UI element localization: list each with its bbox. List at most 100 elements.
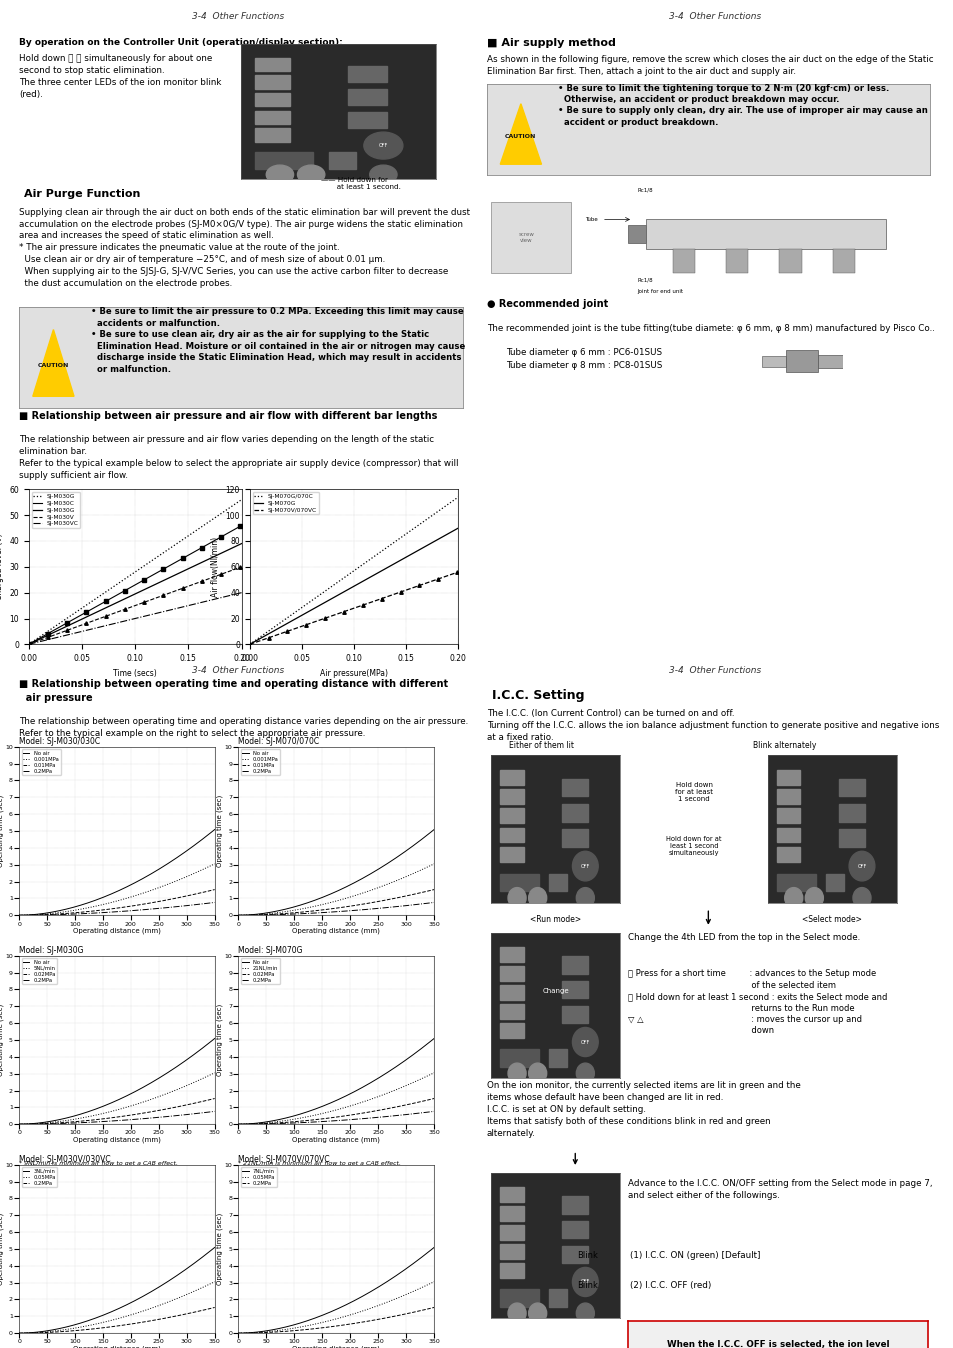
0.02MPa xyxy=(233,1116,245,1132)
0.2MPa xyxy=(13,1116,25,1132)
0.05MPa xyxy=(13,1325,25,1341)
Circle shape xyxy=(804,887,822,909)
SJ-M070G xyxy=(253,632,264,648)
0.2MPa xyxy=(209,1103,220,1119)
SJ-M030G xyxy=(225,541,236,557)
0.2MPa xyxy=(428,894,439,910)
Text: OFF: OFF xyxy=(580,864,589,868)
Bar xyxy=(254,75,290,89)
0.2MPa xyxy=(209,1299,220,1316)
No air xyxy=(209,1030,220,1046)
0.2MPa xyxy=(178,1107,190,1123)
Circle shape xyxy=(528,1304,546,1324)
Text: Model: SJ-M070V/070VC: Model: SJ-M070V/070VC xyxy=(238,1155,330,1163)
Circle shape xyxy=(363,132,402,159)
Text: Model: SJ-M030V/030VC: Model: SJ-M030V/030VC xyxy=(19,1155,111,1163)
Legend: SJ-M070G/070C, SJ-M070G, SJ-M070V/070VC: SJ-M070G/070C, SJ-M070G, SJ-M070V/070VC xyxy=(253,492,318,515)
0.01MPa xyxy=(191,886,202,902)
0.05MPa xyxy=(14,1325,26,1341)
SJ-M030G xyxy=(35,628,47,644)
0.2MPa xyxy=(129,1316,140,1332)
SJ-M030V xyxy=(62,621,73,638)
0.01MPa xyxy=(233,907,244,923)
21NL/min xyxy=(410,1073,421,1089)
Text: Model: SJ-M030G: Model: SJ-M030G xyxy=(19,946,84,954)
7NL/min xyxy=(348,1293,359,1309)
0.05MPa xyxy=(233,1325,245,1341)
X-axis label: Operating distance (mm): Operating distance (mm) xyxy=(292,927,380,934)
0.02MPa xyxy=(13,1116,25,1132)
No air xyxy=(349,1084,360,1100)
Text: When the I.C.C. OFF is selected, the ion level
alarm will not be output correctl: When the I.C.C. OFF is selected, the ion… xyxy=(657,1340,898,1348)
Line: SJ-M030VC: SJ-M030VC xyxy=(29,593,241,644)
SJ-M030G xyxy=(225,499,236,515)
SJ-M070V/070VC xyxy=(452,563,463,580)
Bar xyxy=(561,981,587,999)
7NL/min xyxy=(233,1325,244,1341)
Bar xyxy=(776,874,815,891)
Text: I.C.C. Setting: I.C.C. Setting xyxy=(492,689,584,702)
0.2MPa xyxy=(130,1111,141,1127)
Text: Hold down
for at least
1 second: Hold down for at least 1 second xyxy=(675,782,712,802)
Bar xyxy=(645,220,884,249)
SJ-M030C xyxy=(35,630,47,646)
0.001MPa xyxy=(13,907,25,923)
No air xyxy=(191,1045,202,1061)
SJ-M030VC xyxy=(217,589,229,605)
Text: Change the 4th LED from the top in the Select mode.: Change the 4th LED from the top in the S… xyxy=(627,933,859,942)
0.05MPa xyxy=(410,1282,421,1298)
SJ-M030VC xyxy=(35,634,47,650)
Text: As shown in the following figure, remove the screw which closes the air duct on : As shown in the following figure, remove… xyxy=(486,55,932,77)
7NL/min xyxy=(428,1239,439,1255)
0.001MPa xyxy=(191,864,202,880)
Text: <Run mode>: <Run mode> xyxy=(530,915,580,923)
SJ-M070G/070C xyxy=(256,627,268,643)
0.02MPa xyxy=(129,1107,140,1123)
No air xyxy=(13,907,25,923)
Circle shape xyxy=(848,852,874,882)
SJ-M070V/070VC xyxy=(435,570,446,586)
0.2MPa xyxy=(132,1314,144,1330)
SJ-M070G xyxy=(256,630,268,646)
Text: Model: SJ-M030/030C: Model: SJ-M030/030C xyxy=(19,737,100,745)
0.2MPa xyxy=(14,1116,26,1132)
Line: 0.2MPa: 0.2MPa xyxy=(19,1308,214,1333)
X-axis label: Operating distance (mm): Operating distance (mm) xyxy=(72,1136,161,1143)
0.01MPa xyxy=(178,888,190,905)
Text: <Select mode>: <Select mode> xyxy=(801,915,862,923)
3NL/min xyxy=(13,1325,25,1341)
SJ-M030G xyxy=(235,492,247,508)
Text: Advance to the I.C.C. ON/OFF setting from the Select mode in page 7,
and select : Advance to the I.C.C. ON/OFF setting fro… xyxy=(627,1180,931,1201)
SJ-M030V xyxy=(79,616,91,632)
Bar xyxy=(561,779,587,797)
0.2MPa xyxy=(130,902,141,918)
SJ-M030G xyxy=(62,617,73,634)
Text: The I.C.C. (Ion Current Control) can be turned on and off.
Turning off the I.C.C: The I.C.C. (Ion Current Control) can be … xyxy=(486,709,938,741)
Bar xyxy=(348,112,387,128)
0.05MPa xyxy=(233,1325,244,1341)
Bar xyxy=(254,93,290,106)
Circle shape xyxy=(370,166,396,183)
Text: Either of them lit: Either of them lit xyxy=(508,741,573,751)
7NL/min xyxy=(233,1325,245,1341)
SJ-M070G xyxy=(299,605,311,621)
Text: Blink: Blink xyxy=(577,1251,598,1260)
Text: Air Purge Function: Air Purge Function xyxy=(25,189,141,200)
Text: screw
view: screw view xyxy=(518,232,534,243)
Text: OFF: OFF xyxy=(857,864,865,868)
7NL/min xyxy=(352,1290,363,1306)
Circle shape xyxy=(576,1064,594,1084)
No air xyxy=(132,872,144,888)
0.05MPa xyxy=(209,1274,220,1290)
SJ-M070G xyxy=(452,520,463,537)
Y-axis label: Charged level (V): Charged level (V) xyxy=(0,534,4,600)
0.2MPa xyxy=(14,907,26,923)
0.2MPa xyxy=(130,1316,141,1332)
3NL/min xyxy=(129,1293,140,1309)
0.2MPa xyxy=(410,1105,421,1122)
Bar xyxy=(499,847,523,861)
Line: 0.2MPa: 0.2MPa xyxy=(238,902,434,915)
0.01MPa xyxy=(13,907,25,923)
0.2MPa xyxy=(349,1316,360,1332)
3NL/min xyxy=(130,1293,141,1309)
